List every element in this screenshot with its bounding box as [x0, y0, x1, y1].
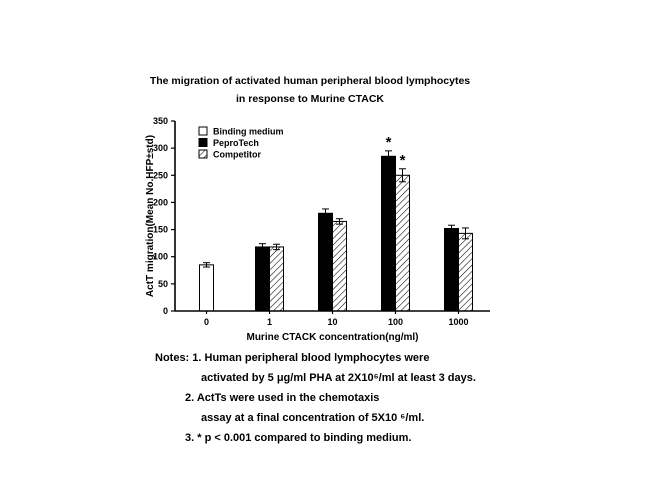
- svg-text:*: *: [386, 134, 392, 151]
- svg-text:0: 0: [204, 317, 209, 327]
- note-line: activated by 5 μg/ml PHA at 2X10⁶/ml at …: [201, 372, 476, 384]
- note-line: 2. ActTs were used in the chemotaxis: [185, 392, 380, 404]
- svg-text:*: *: [400, 152, 406, 169]
- svg-text:ActT migration(Mean No.HFP±std: ActT migration(Mean No.HFP±std): [145, 135, 156, 297]
- svg-text:0: 0: [163, 306, 168, 316]
- svg-text:Competitor: Competitor: [213, 150, 261, 160]
- svg-text:150: 150: [153, 225, 168, 235]
- note-line: Notes: 1. Human peripheral blood lymphoc…: [155, 352, 430, 364]
- svg-text:350: 350: [153, 116, 168, 126]
- svg-text:300: 300: [153, 143, 168, 153]
- svg-text:10: 10: [327, 317, 337, 327]
- chart-title: The migration of activated human periphe…: [90, 72, 530, 108]
- svg-text:1: 1: [267, 317, 272, 327]
- svg-text:PeproTech: PeproTech: [213, 138, 259, 148]
- note-line: assay at a final concentration of 5X10 ⁶…: [201, 412, 425, 424]
- svg-text:Binding medium: Binding medium: [213, 127, 284, 137]
- svg-text:50: 50: [158, 279, 168, 289]
- svg-text:200: 200: [153, 197, 168, 207]
- chart-title-line2: in response to Murine CTACK: [236, 93, 384, 105]
- bar-chart: * * 0 50 100 150 200 250 300 350 0 1 10 100 1000 Murine…: [145, 116, 490, 343]
- notes-block: Notes: 1. Human peripheral blood lymphoc…: [155, 348, 595, 448]
- svg-text:100: 100: [153, 252, 168, 262]
- svg-text:1000: 1000: [448, 317, 468, 327]
- svg-text:100: 100: [388, 317, 403, 327]
- svg-text:Murine CTACK concentration(ng/: Murine CTACK concentration(ng/ml): [246, 332, 418, 343]
- note-line: 3. * p < 0.001 compared to binding mediu…: [185, 432, 412, 444]
- svg-text:250: 250: [153, 170, 168, 180]
- chart-title-line1: The migration of activated human periphe…: [149, 75, 471, 87]
